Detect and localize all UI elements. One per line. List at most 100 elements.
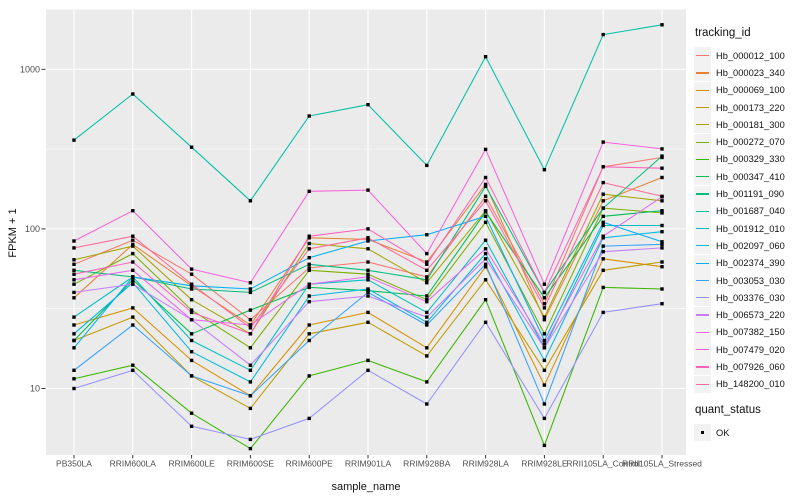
data-point <box>601 268 605 272</box>
legend-item: Hb_000329_330 <box>694 150 800 168</box>
data-point <box>601 220 605 224</box>
x-tick-label: RRII105LA_Control <box>566 459 640 469</box>
data-point <box>542 302 547 306</box>
legend-key <box>694 168 711 186</box>
legend-item: Hb_001687_040 <box>694 202 800 220</box>
data-point <box>425 320 429 324</box>
data-point <box>72 315 76 319</box>
legend-key <box>694 47 711 65</box>
data-point <box>72 246 76 250</box>
data-point <box>425 346 429 350</box>
data-point <box>483 298 488 302</box>
data-point <box>189 145 194 149</box>
data-point <box>72 278 76 282</box>
data-point <box>366 103 370 107</box>
legend-item-label: Hb_000023_340 <box>716 67 785 78</box>
data-point <box>660 242 664 247</box>
data-point <box>189 298 194 302</box>
data-point <box>131 209 135 213</box>
data-point <box>542 342 547 346</box>
legend-key <box>694 306 711 324</box>
legend-key-line-icon <box>696 228 709 230</box>
data-point <box>483 199 488 203</box>
legend-key-line-icon <box>696 176 709 178</box>
data-point <box>601 32 605 37</box>
data-point <box>366 247 370 251</box>
data-point <box>307 416 311 421</box>
data-point <box>483 251 488 256</box>
data-point <box>366 320 370 324</box>
data-point <box>601 192 605 196</box>
data-point <box>366 275 370 279</box>
data-point <box>542 306 547 310</box>
data-point <box>248 281 253 285</box>
legend-key-line-icon <box>696 55 709 57</box>
data-point <box>483 55 488 59</box>
legend-item-label: Hb_000347_410 <box>716 171 785 182</box>
legend-key-line-icon <box>696 279 709 282</box>
data-point <box>542 168 547 172</box>
legend-item: Hb_003053_030 <box>694 272 800 289</box>
data-point <box>542 383 547 387</box>
data-point <box>366 188 370 192</box>
data-point <box>542 338 547 343</box>
data-point <box>425 281 429 285</box>
data-point <box>660 211 664 215</box>
data-point <box>248 380 253 384</box>
data-point <box>542 282 547 286</box>
data-point <box>189 424 194 428</box>
legend-key <box>694 323 711 341</box>
data-point <box>366 236 370 240</box>
legend-key-line-icon <box>696 193 709 195</box>
data-point <box>660 209 664 213</box>
legend-item-label: Hb_000173_220 <box>716 102 785 113</box>
data-point <box>307 266 311 270</box>
x-tick-label: PB350LA <box>56 459 92 469</box>
data-point <box>366 239 370 243</box>
legend-items: Hb_000012_100 Hb_000023_340 Hb_000069_100 H… <box>694 47 800 393</box>
data-point <box>189 308 194 312</box>
legend-item: Hb_002097_060 <box>694 237 800 255</box>
legend-item-label: Hb_000329_330 <box>716 154 785 165</box>
data-point <box>72 368 76 372</box>
data-point <box>601 140 605 144</box>
legend-item: Hb_007382_150 <box>694 323 800 341</box>
data-point <box>542 296 547 300</box>
data-point <box>248 199 253 203</box>
legend-key <box>694 358 711 376</box>
data-point <box>660 230 664 234</box>
data-point <box>131 92 135 96</box>
data-point <box>483 320 488 324</box>
data-point <box>660 154 664 158</box>
data-point <box>307 323 311 327</box>
quant-status-label: OK <box>716 427 730 438</box>
legend-key-line-icon <box>696 89 709 91</box>
data-point <box>601 180 605 185</box>
legend-key <box>694 202 711 220</box>
legend-key <box>694 116 711 134</box>
data-point <box>483 247 488 251</box>
data-point <box>366 278 370 282</box>
legend-key-line-icon <box>696 297 709 299</box>
legend-key <box>694 150 711 168</box>
y-axis-title: FPKM + 1 <box>7 208 19 258</box>
data-point <box>248 368 253 372</box>
data-point <box>601 310 605 315</box>
data-point <box>542 416 547 421</box>
y-tick-label: 1000 <box>20 64 40 74</box>
data-point <box>72 338 76 343</box>
data-point <box>72 239 76 243</box>
data-point <box>72 323 76 327</box>
legend-key <box>694 254 711 272</box>
data-point <box>483 175 488 180</box>
data-point <box>542 318 547 322</box>
legend-item: Hb_000012_100 <box>694 47 800 65</box>
data-point <box>131 306 135 310</box>
legend-item: Hb_000173_220 <box>694 99 800 117</box>
data-point <box>307 282 311 286</box>
data-point <box>131 363 135 367</box>
y-tick-label: 100 <box>25 224 40 234</box>
data-point <box>660 199 664 203</box>
data-point <box>72 296 76 300</box>
